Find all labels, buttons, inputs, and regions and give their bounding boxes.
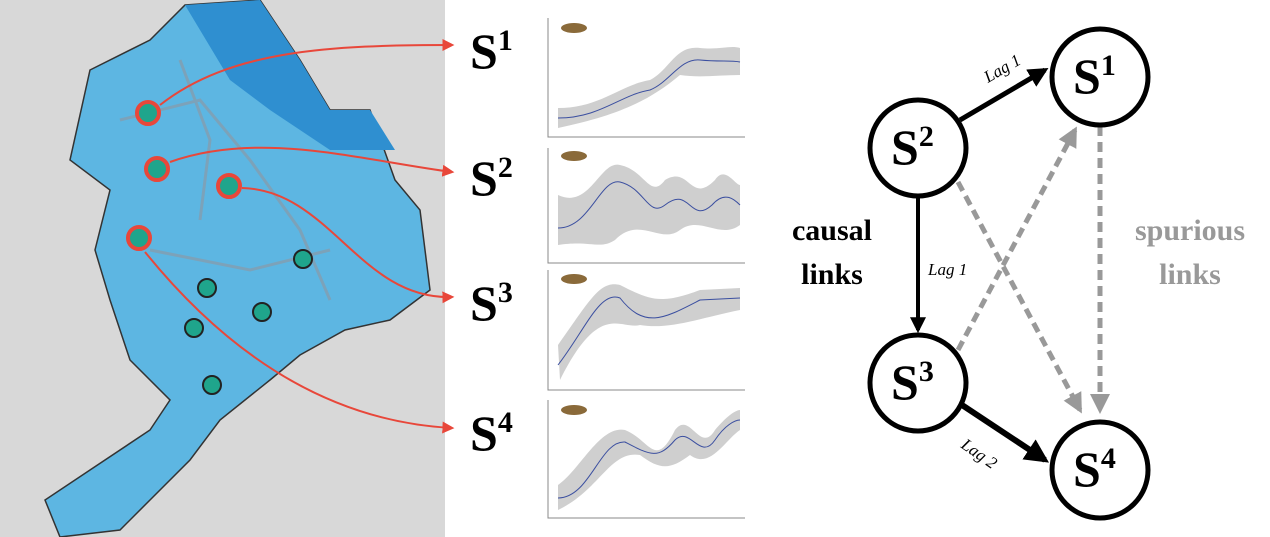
text: S <box>470 150 498 206</box>
text: 4 <box>1101 442 1116 475</box>
causal-label: links <box>801 258 863 291</box>
causal-graph: S1 S2 S3 S4 Lag 1 Lag 1 Lag 2 causal lin… <box>792 29 1245 518</box>
station-label: S1 <box>470 23 513 79</box>
text: S <box>891 354 919 410</box>
edge-label: Lag 2 <box>957 434 1001 473</box>
text: S <box>891 119 919 175</box>
time-series-panels <box>548 18 745 518</box>
spurious-label: spurious <box>1135 214 1245 247</box>
text: S <box>1073 48 1101 104</box>
text: S <box>470 275 498 331</box>
text: S <box>470 23 498 79</box>
figure: S1 S2 S3 S4 <box>0 0 1270 537</box>
text: 2 <box>498 151 513 184</box>
edge-label: Lag 1 <box>980 50 1024 87</box>
spurious-label: links <box>1159 258 1221 291</box>
text: S <box>470 405 498 461</box>
text: S <box>1073 441 1101 497</box>
text: 3 <box>919 355 934 388</box>
station-label: S3 <box>470 275 513 331</box>
station-labels: S1 S2 S3 S4 <box>470 23 513 461</box>
causal-label: causal <box>792 214 872 247</box>
text: 2 <box>919 120 934 153</box>
map <box>0 0 452 537</box>
text: 1 <box>1101 49 1116 82</box>
text: 4 <box>498 406 513 439</box>
text: 1 <box>498 24 513 57</box>
station-label: S4 <box>470 405 513 461</box>
station-label: S2 <box>470 150 513 206</box>
edge-label: Lag 1 <box>927 260 967 279</box>
text: 3 <box>498 276 513 309</box>
